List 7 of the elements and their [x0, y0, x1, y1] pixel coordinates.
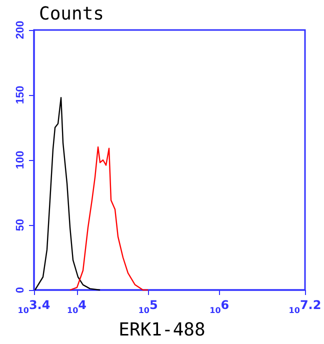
y-tick-label: 150: [14, 86, 26, 104]
y-tick-label: 50: [14, 218, 26, 232]
y-tick-label: 200: [14, 20, 26, 40]
y-tick-label: 100: [14, 150, 26, 170]
y-tick-label: 0: [14, 286, 26, 294]
y-axis-title: Counts: [39, 4, 104, 24]
x-axis-title: ERK1-488: [118, 320, 206, 340]
